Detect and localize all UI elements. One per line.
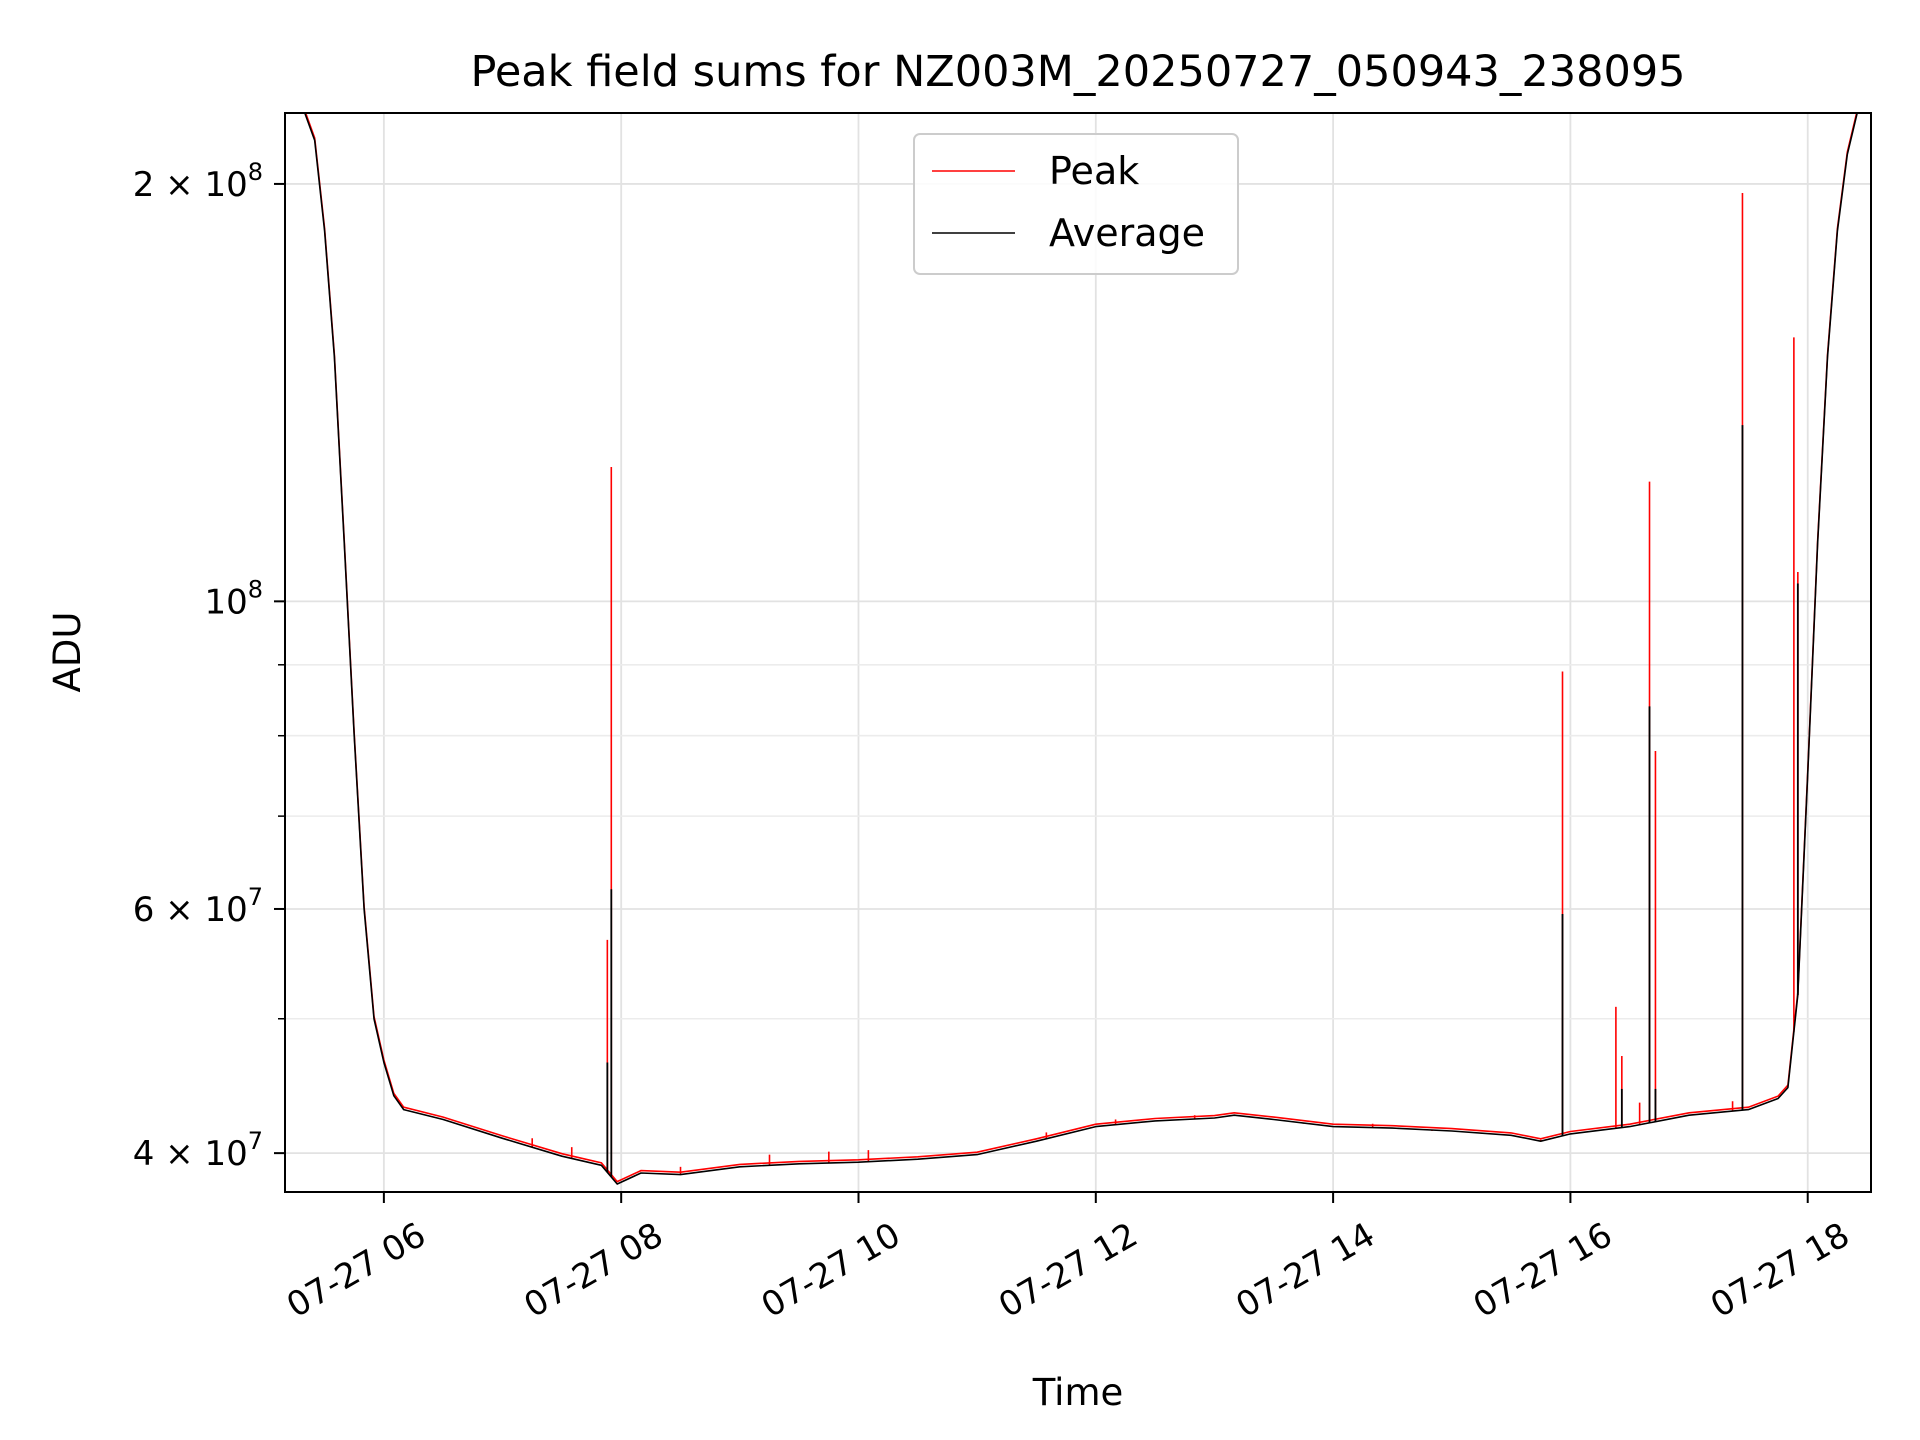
legend-box	[913, 133, 1239, 275]
legend: Peak Average	[913, 133, 1239, 275]
y-tick-label-exponent: 7	[248, 883, 263, 911]
y-tick-label-base: 2 × 10	[133, 165, 248, 205]
y-tick-label: 108	[204, 575, 263, 622]
y-tick-label-exponent: 8	[248, 575, 263, 603]
y-tick-label-base: 6 × 10	[133, 890, 248, 930]
x-axis-title: Time	[1032, 1371, 1124, 1414]
y-tick-label: 4 × 107	[133, 1127, 263, 1174]
y-tick-label-base: 4 × 10	[133, 1134, 248, 1174]
y-tick-label-base: 10	[204, 582, 247, 622]
y-tick-label-exponent: 8	[248, 158, 263, 186]
plot-frame	[284, 112, 1872, 1193]
legend-label-average: Average	[1049, 211, 1205, 255]
average-series-line	[285, 113, 1871, 1185]
y-tick-label-exponent: 7	[248, 1127, 263, 1155]
y-axis-title: ADU	[46, 612, 89, 693]
legend-label-peak: Peak	[1049, 149, 1139, 193]
y-tick-label: 2 × 108	[133, 158, 263, 205]
series-layer	[285, 113, 1871, 1185]
y-tick-label: 6 × 107	[133, 883, 263, 930]
chart-title: Peak field sums for NZ003M_20250727_0509…	[470, 47, 1685, 97]
